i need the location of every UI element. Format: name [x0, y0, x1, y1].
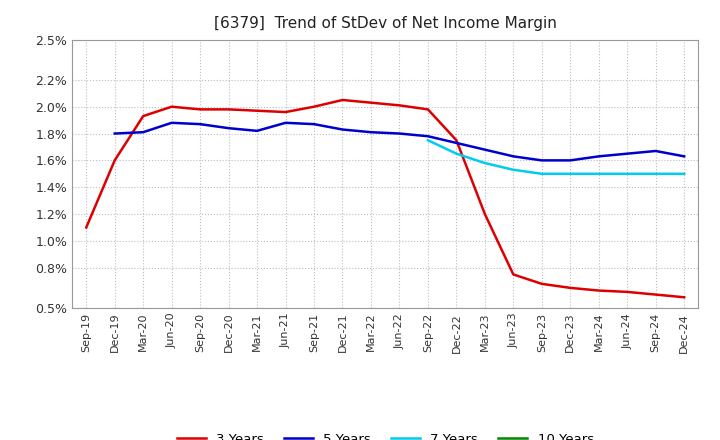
7 Years	[509, 167, 518, 172]
3 Years	[480, 211, 489, 216]
5 Years	[253, 128, 261, 133]
3 Years	[253, 108, 261, 114]
7 Years	[452, 151, 461, 156]
Title: [6379]  Trend of StDev of Net Income Margin: [6379] Trend of StDev of Net Income Marg…	[214, 16, 557, 32]
7 Years	[652, 171, 660, 176]
3 Years	[395, 103, 404, 108]
3 Years	[310, 104, 318, 109]
5 Years	[423, 134, 432, 139]
7 Years	[623, 171, 631, 176]
3 Years	[566, 285, 575, 290]
5 Years	[537, 158, 546, 163]
3 Years	[537, 281, 546, 286]
3 Years	[82, 225, 91, 230]
5 Years	[595, 154, 603, 159]
3 Years	[423, 107, 432, 112]
3 Years	[167, 104, 176, 109]
Legend: 3 Years, 5 Years, 7 Years, 10 Years: 3 Years, 5 Years, 7 Years, 10 Years	[171, 427, 599, 440]
Line: 5 Years: 5 Years	[114, 123, 684, 161]
5 Years	[110, 131, 119, 136]
7 Years	[566, 171, 575, 176]
5 Years	[167, 120, 176, 125]
3 Years	[139, 114, 148, 119]
5 Years	[623, 151, 631, 156]
5 Years	[139, 129, 148, 135]
7 Years	[595, 171, 603, 176]
5 Years	[652, 148, 660, 154]
3 Years	[509, 272, 518, 277]
5 Years	[310, 121, 318, 127]
7 Years	[537, 171, 546, 176]
5 Years	[509, 154, 518, 159]
3 Years	[452, 138, 461, 143]
5 Years	[196, 121, 204, 127]
5 Years	[452, 140, 461, 146]
3 Years	[338, 97, 347, 103]
5 Years	[282, 120, 290, 125]
3 Years	[680, 295, 688, 300]
7 Years	[480, 161, 489, 166]
5 Years	[680, 154, 688, 159]
5 Years	[338, 127, 347, 132]
Line: 3 Years: 3 Years	[86, 100, 684, 297]
5 Years	[366, 129, 375, 135]
5 Years	[395, 131, 404, 136]
5 Years	[225, 125, 233, 131]
7 Years	[423, 138, 432, 143]
7 Years	[680, 171, 688, 176]
3 Years	[282, 110, 290, 115]
3 Years	[225, 107, 233, 112]
3 Years	[110, 158, 119, 163]
3 Years	[623, 289, 631, 294]
5 Years	[566, 158, 575, 163]
3 Years	[652, 292, 660, 297]
5 Years	[480, 147, 489, 152]
3 Years	[196, 107, 204, 112]
Line: 7 Years: 7 Years	[428, 140, 684, 174]
3 Years	[595, 288, 603, 293]
3 Years	[366, 100, 375, 105]
